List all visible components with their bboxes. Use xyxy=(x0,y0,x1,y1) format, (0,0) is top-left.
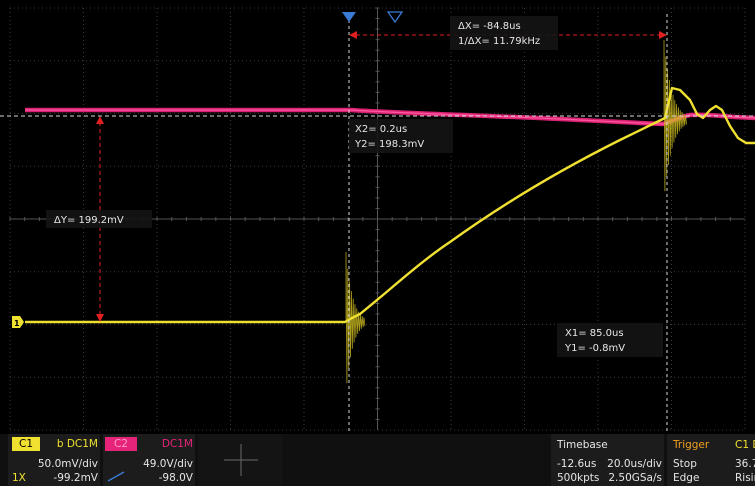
channel-1-badge[interactable]: C1 xyxy=(12,437,40,451)
channel-2-coupling: DC1M xyxy=(161,438,193,450)
channel-2-offset: -98.0V xyxy=(158,472,193,484)
inv-delta-x-label: 1/ΔX= 11.79kHz xyxy=(458,36,540,47)
timebase-memory: 500kpts xyxy=(557,472,600,484)
trigger-state: Stop xyxy=(673,458,697,470)
delta-y-label-box xyxy=(46,210,152,228)
ringing-burst xyxy=(345,251,366,384)
delta-y-arrowhead-top xyxy=(96,116,104,124)
trigger-slope: Risin xyxy=(735,472,755,484)
trigger-level: 36.7m xyxy=(735,458,755,470)
cursor-x2-top-marker[interactable] xyxy=(386,11,404,24)
add-channel-button[interactable] xyxy=(198,434,282,486)
channel-2-scale: 49.0V/div xyxy=(143,458,193,470)
y2-value-label: Y2= 198.3mV xyxy=(354,139,424,150)
delta-x-label-box xyxy=(450,16,558,50)
waveform-display[interactable]: 1 ΔX= -84.8us 1/ΔX= 11.79kHz X2= 0.2us Y… xyxy=(0,0,755,434)
timebase-delay: -12.6us xyxy=(557,458,597,470)
delta-x-arrowhead-right xyxy=(659,31,667,39)
channel-2-panel[interactable]: C2 DC1M 49.0V/div -98.0V xyxy=(103,434,195,486)
plus-icon xyxy=(224,444,258,476)
delta-y-arrowhead-bottom xyxy=(96,314,104,322)
timebase-scale: 20.0us/div xyxy=(607,458,662,470)
channel-2-trace-inner xyxy=(25,109,755,125)
channel-1-panel[interactable]: C1 b DC1M 50.0mV/div 1X -99.2mV xyxy=(8,434,100,486)
trigger-source: C1 D xyxy=(735,439,755,451)
channel-1-offset: -99.2mV xyxy=(53,472,98,484)
timebase-panel[interactable]: Timebase -12.6us 20.0us/div 500kpts 2.50… xyxy=(551,434,664,486)
channel-1-coupling: b DC1M xyxy=(56,438,98,450)
x1-time-label: X1= 85.0us xyxy=(565,328,624,339)
x2-time-label: X2= 0.2us xyxy=(355,124,407,135)
timebase-title: Timebase xyxy=(557,439,608,451)
channel-1-scale: 50.0mV/div xyxy=(37,458,98,470)
x1-label-box xyxy=(557,323,663,357)
trigger-position-marker[interactable] xyxy=(342,12,356,22)
trigger-type: Edge xyxy=(673,472,700,484)
timebase-sample-rate: 2.50GSa/s xyxy=(608,472,662,484)
y1-value-label: Y1= -0.8mV xyxy=(564,343,625,354)
x2-label-box xyxy=(349,119,453,153)
channel-2-badge[interactable]: C2 xyxy=(105,437,137,451)
channel-1-ringing-falling xyxy=(345,251,366,384)
channel-1-marker-label: 1 xyxy=(14,319,20,328)
channel-1-trace xyxy=(25,86,755,324)
trigger-panel[interactable]: Trigger C1 D Stop 36.7m Edge Risin xyxy=(667,434,755,486)
delta-y-label: ΔY= 199.2mV xyxy=(54,215,124,226)
trigger-title: Trigger xyxy=(673,439,710,451)
channel-2-slope-icon xyxy=(107,471,125,482)
delta-x-arrowhead-left xyxy=(349,31,357,39)
delta-x-label: ΔX= -84.8us xyxy=(458,21,521,32)
channel-1-offset-marker[interactable]: 1 xyxy=(12,316,24,328)
channel-1-probe: 1X xyxy=(12,472,26,484)
